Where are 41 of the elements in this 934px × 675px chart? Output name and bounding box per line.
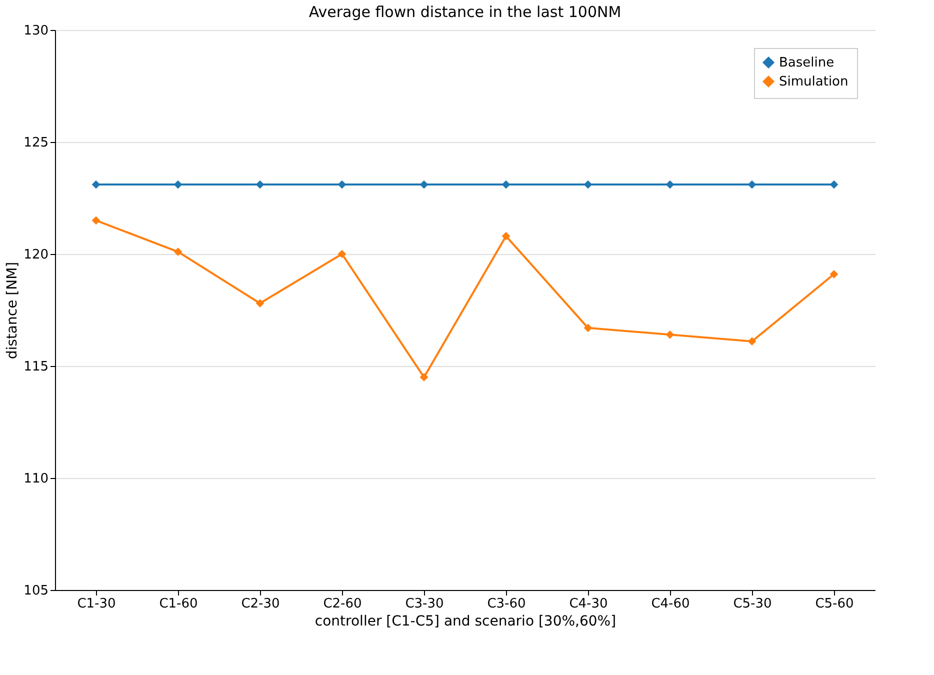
y-tick-label: 115 bbox=[24, 360, 48, 374]
point bbox=[666, 180, 674, 189]
x-tick-label: C1-30 bbox=[77, 596, 116, 612]
point bbox=[502, 232, 510, 240]
point bbox=[666, 330, 674, 339]
point bbox=[92, 180, 100, 189]
point bbox=[174, 248, 182, 256]
point bbox=[584, 180, 592, 189]
x-tick-label: C3-30 bbox=[405, 596, 444, 612]
point bbox=[420, 373, 428, 382]
x-tick-label: C5-60 bbox=[815, 596, 854, 612]
legend-label: Simulation bbox=[779, 74, 848, 90]
point bbox=[338, 250, 346, 258]
x-tick-label: C4-30 bbox=[569, 596, 608, 612]
point bbox=[92, 216, 100, 225]
legend-label: Baseline bbox=[779, 56, 834, 70]
x-tick-label: C3-60 bbox=[487, 596, 526, 612]
y-tick-label: 105 bbox=[24, 584, 48, 598]
point bbox=[748, 180, 756, 189]
x-tick-label: C5-30 bbox=[733, 596, 772, 612]
point bbox=[748, 337, 756, 346]
y-tick-label: 120 bbox=[24, 248, 48, 262]
y-axis-title: distance [NM] bbox=[4, 262, 21, 360]
point bbox=[256, 180, 264, 189]
x-tick-label: C2-60 bbox=[323, 596, 362, 612]
point bbox=[830, 180, 838, 189]
point bbox=[174, 180, 182, 189]
y-tick-label: 130 bbox=[24, 24, 48, 38]
point bbox=[338, 180, 346, 189]
chart-title: Average flown distance in the last 100NM bbox=[308, 3, 622, 21]
point bbox=[256, 299, 264, 308]
x-tick-label: C2-30 bbox=[241, 596, 280, 612]
x-axis-title: controller [C1-C5] and scenario [30%,60%] bbox=[314, 614, 616, 630]
point bbox=[502, 180, 510, 189]
point bbox=[420, 180, 428, 189]
point bbox=[830, 270, 838, 278]
x-tick-label: C4-60 bbox=[651, 596, 690, 612]
y-tick-label: 125 bbox=[24, 136, 48, 150]
x-tick-label: C1-60 bbox=[159, 596, 198, 612]
point bbox=[584, 324, 592, 332]
y-tick-label: 110 bbox=[24, 472, 48, 486]
